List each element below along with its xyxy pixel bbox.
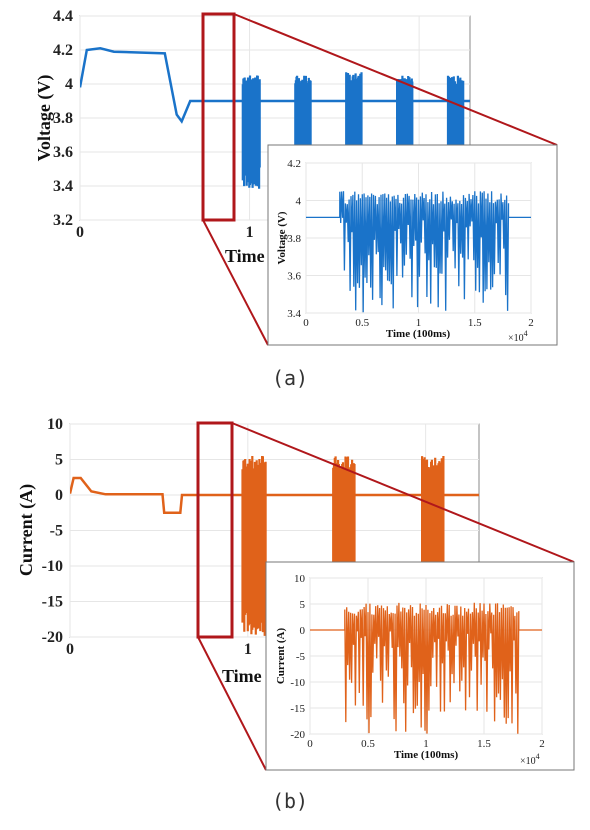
voltage-x-axis-label: Time <box>225 246 265 266</box>
voltage-inset-x-exponent: ×104 <box>508 329 528 344</box>
voltage-inset-y-tick-label: 4.2 <box>287 158 301 170</box>
voltage-panel: 3.2 3.4 3.6 3.8 4 4.2 4.4 0 1 2 Voltage (V) Time … <box>34 8 558 390</box>
current-inset-y-axis-label: Current (A) <box>275 628 287 685</box>
caption-a: (a) <box>272 366 308 390</box>
caption-b: (b) <box>272 789 308 813</box>
voltage-inset-y-tick-label: 3.4 <box>287 308 301 320</box>
current-y-tick-label: 0 <box>55 487 63 504</box>
voltage-series-group <box>80 47 470 189</box>
voltage-inset-x-axis-label: Time (100ms) <box>386 328 451 340</box>
current-x-tick-label: 1 <box>244 641 252 658</box>
current-y-tick-label: 10 <box>47 416 63 433</box>
current-zoom-connector-bottom <box>197 636 267 771</box>
voltage-burst <box>446 75 465 182</box>
voltage-y-tick-label: 3.6 <box>53 144 73 161</box>
voltage-inset-y-tick-label: 4 <box>296 196 302 208</box>
voltage-inset-x-tick-label: 2 <box>528 317 534 329</box>
current-inset-signal <box>310 602 542 734</box>
voltage-burst <box>241 75 261 189</box>
voltage-ticks: 3.23.43.63.844.24.4012 <box>53 8 423 241</box>
current-inset-x-tick-label: 0.5 <box>361 738 375 750</box>
current-x-axis-label: Time <box>222 666 262 686</box>
current-zoom-window <box>196 421 234 639</box>
voltage-inset-ticks: 3.4 3.6 3.8 4 4.2 0 0.5 1 1.5 2 <box>287 158 534 329</box>
voltage-inset-series <box>306 191 531 313</box>
current-inset-x-tick-label: 2 <box>539 738 545 750</box>
voltage-burst <box>345 72 363 189</box>
voltage-y-tick-label: 3.2 <box>53 212 73 229</box>
current-x-tick-label: 0 <box>66 641 74 658</box>
current-y-tick-label: -20 <box>42 629 63 646</box>
current-inset-y-tick-label: -5 <box>296 651 306 663</box>
current-inset-y-tick-label: -10 <box>290 677 305 689</box>
voltage-inset-y-axis-label: Voltage (V) <box>276 211 288 264</box>
current-ticks: -20-15-10-50510012 <box>42 416 430 658</box>
current-y-axis-label: Current (A) <box>16 484 37 576</box>
current-burst <box>421 456 445 637</box>
current-inset-series <box>310 602 542 734</box>
voltage-baseline-line <box>80 47 470 124</box>
current-inset-y-tick-label: -15 <box>290 703 305 715</box>
current-inset-x-exponent: ×104 <box>520 752 540 767</box>
voltage-y-axis-label: Voltage (V) <box>34 75 55 162</box>
current-inset-x-axis-label: Time (100ms) <box>394 749 459 761</box>
current-y-tick-label: -5 <box>50 523 63 540</box>
voltage-zoom-connector-top <box>233 13 558 146</box>
current-panel: -20-15-10-50510012 Current (A) Time -20-… <box>16 416 575 813</box>
current-burst <box>332 456 356 636</box>
current-inset-y-tick-label: 5 <box>300 599 306 611</box>
current-y-tick-label: 5 <box>55 452 63 469</box>
current-series <box>70 456 479 637</box>
voltage-zoom-connector-bottom <box>202 219 269 346</box>
voltage-inset-x-tick-label: 0.5 <box>355 317 369 329</box>
voltage-x-tick-label: 1 <box>246 224 254 241</box>
current-y-tick-label: -10 <box>42 558 63 575</box>
voltage-y-tick-label: 4 <box>65 76 73 93</box>
current-inset-y-tick-label: -20 <box>290 729 305 741</box>
current-burst <box>241 456 267 636</box>
current-series-group <box>70 456 479 637</box>
current-inset-x-tick-label: 1 <box>423 738 429 750</box>
current-inset-ticks: -20 -15 -10 -5 0 5 10 0 0.5 1 1.5 2 <box>290 573 544 750</box>
voltage-inset-x-tick-label: 1.5 <box>468 317 482 329</box>
current-baseline-line <box>70 476 479 515</box>
voltage-zoom-window <box>201 12 236 222</box>
current-inset-x-tick-label: 0 <box>307 738 313 750</box>
voltage-y-tick-label: 4.2 <box>53 42 73 59</box>
voltage-y-tick-label: 3.4 <box>53 178 73 195</box>
voltage-x-tick-label: 0 <box>76 224 84 241</box>
voltage-series <box>80 47 470 189</box>
voltage-inset-signal <box>306 191 531 313</box>
current-zoom-connector-top <box>231 422 575 563</box>
voltage-inset-y-tick-label: 3.6 <box>287 271 301 283</box>
current-inset-y-tick-label: 10 <box>294 573 306 585</box>
current-y-tick-label: -15 <box>42 594 63 611</box>
voltage-burst <box>294 75 312 186</box>
voltage-inset-x-tick-label: 0 <box>303 317 309 329</box>
voltage-burst <box>396 75 414 186</box>
voltage-y-tick-label: 4.4 <box>53 8 73 25</box>
voltage-y-tick-label: 3.8 <box>53 110 73 127</box>
current-inset-x-tick-label: 1.5 <box>477 738 491 750</box>
voltage-inset-y-tick-label: 3.8 <box>287 233 301 245</box>
voltage-inset-x-tick-label: 1 <box>416 317 422 329</box>
current-inset-y-tick-label: 0 <box>300 625 306 637</box>
